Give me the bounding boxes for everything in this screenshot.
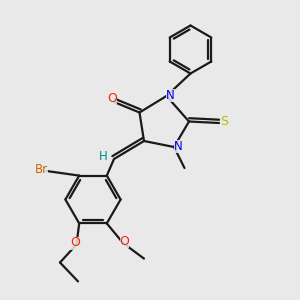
Text: N: N — [166, 88, 175, 102]
Text: O: O — [70, 236, 80, 250]
Text: S: S — [220, 115, 228, 128]
Text: O: O — [120, 235, 129, 248]
Text: O: O — [108, 92, 117, 105]
Text: N: N — [173, 140, 182, 153]
Text: Br: Br — [34, 163, 48, 176]
Text: H: H — [99, 150, 108, 163]
